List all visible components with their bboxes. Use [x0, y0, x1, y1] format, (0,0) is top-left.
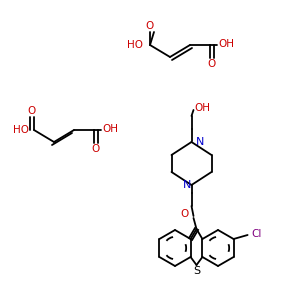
- Text: O: O: [28, 106, 36, 116]
- Text: OH: OH: [218, 39, 234, 49]
- Text: S: S: [193, 266, 200, 276]
- Text: HO: HO: [127, 40, 143, 50]
- Text: N: N: [196, 137, 204, 147]
- Text: N: N: [183, 180, 192, 190]
- Text: HO: HO: [13, 125, 29, 135]
- Text: O: O: [146, 21, 154, 31]
- Text: OH: OH: [102, 124, 118, 134]
- Text: O: O: [180, 209, 188, 219]
- Text: Cl: Cl: [251, 229, 262, 239]
- Text: O: O: [208, 59, 216, 69]
- Text: OH: OH: [194, 103, 211, 113]
- Text: O: O: [92, 144, 100, 154]
